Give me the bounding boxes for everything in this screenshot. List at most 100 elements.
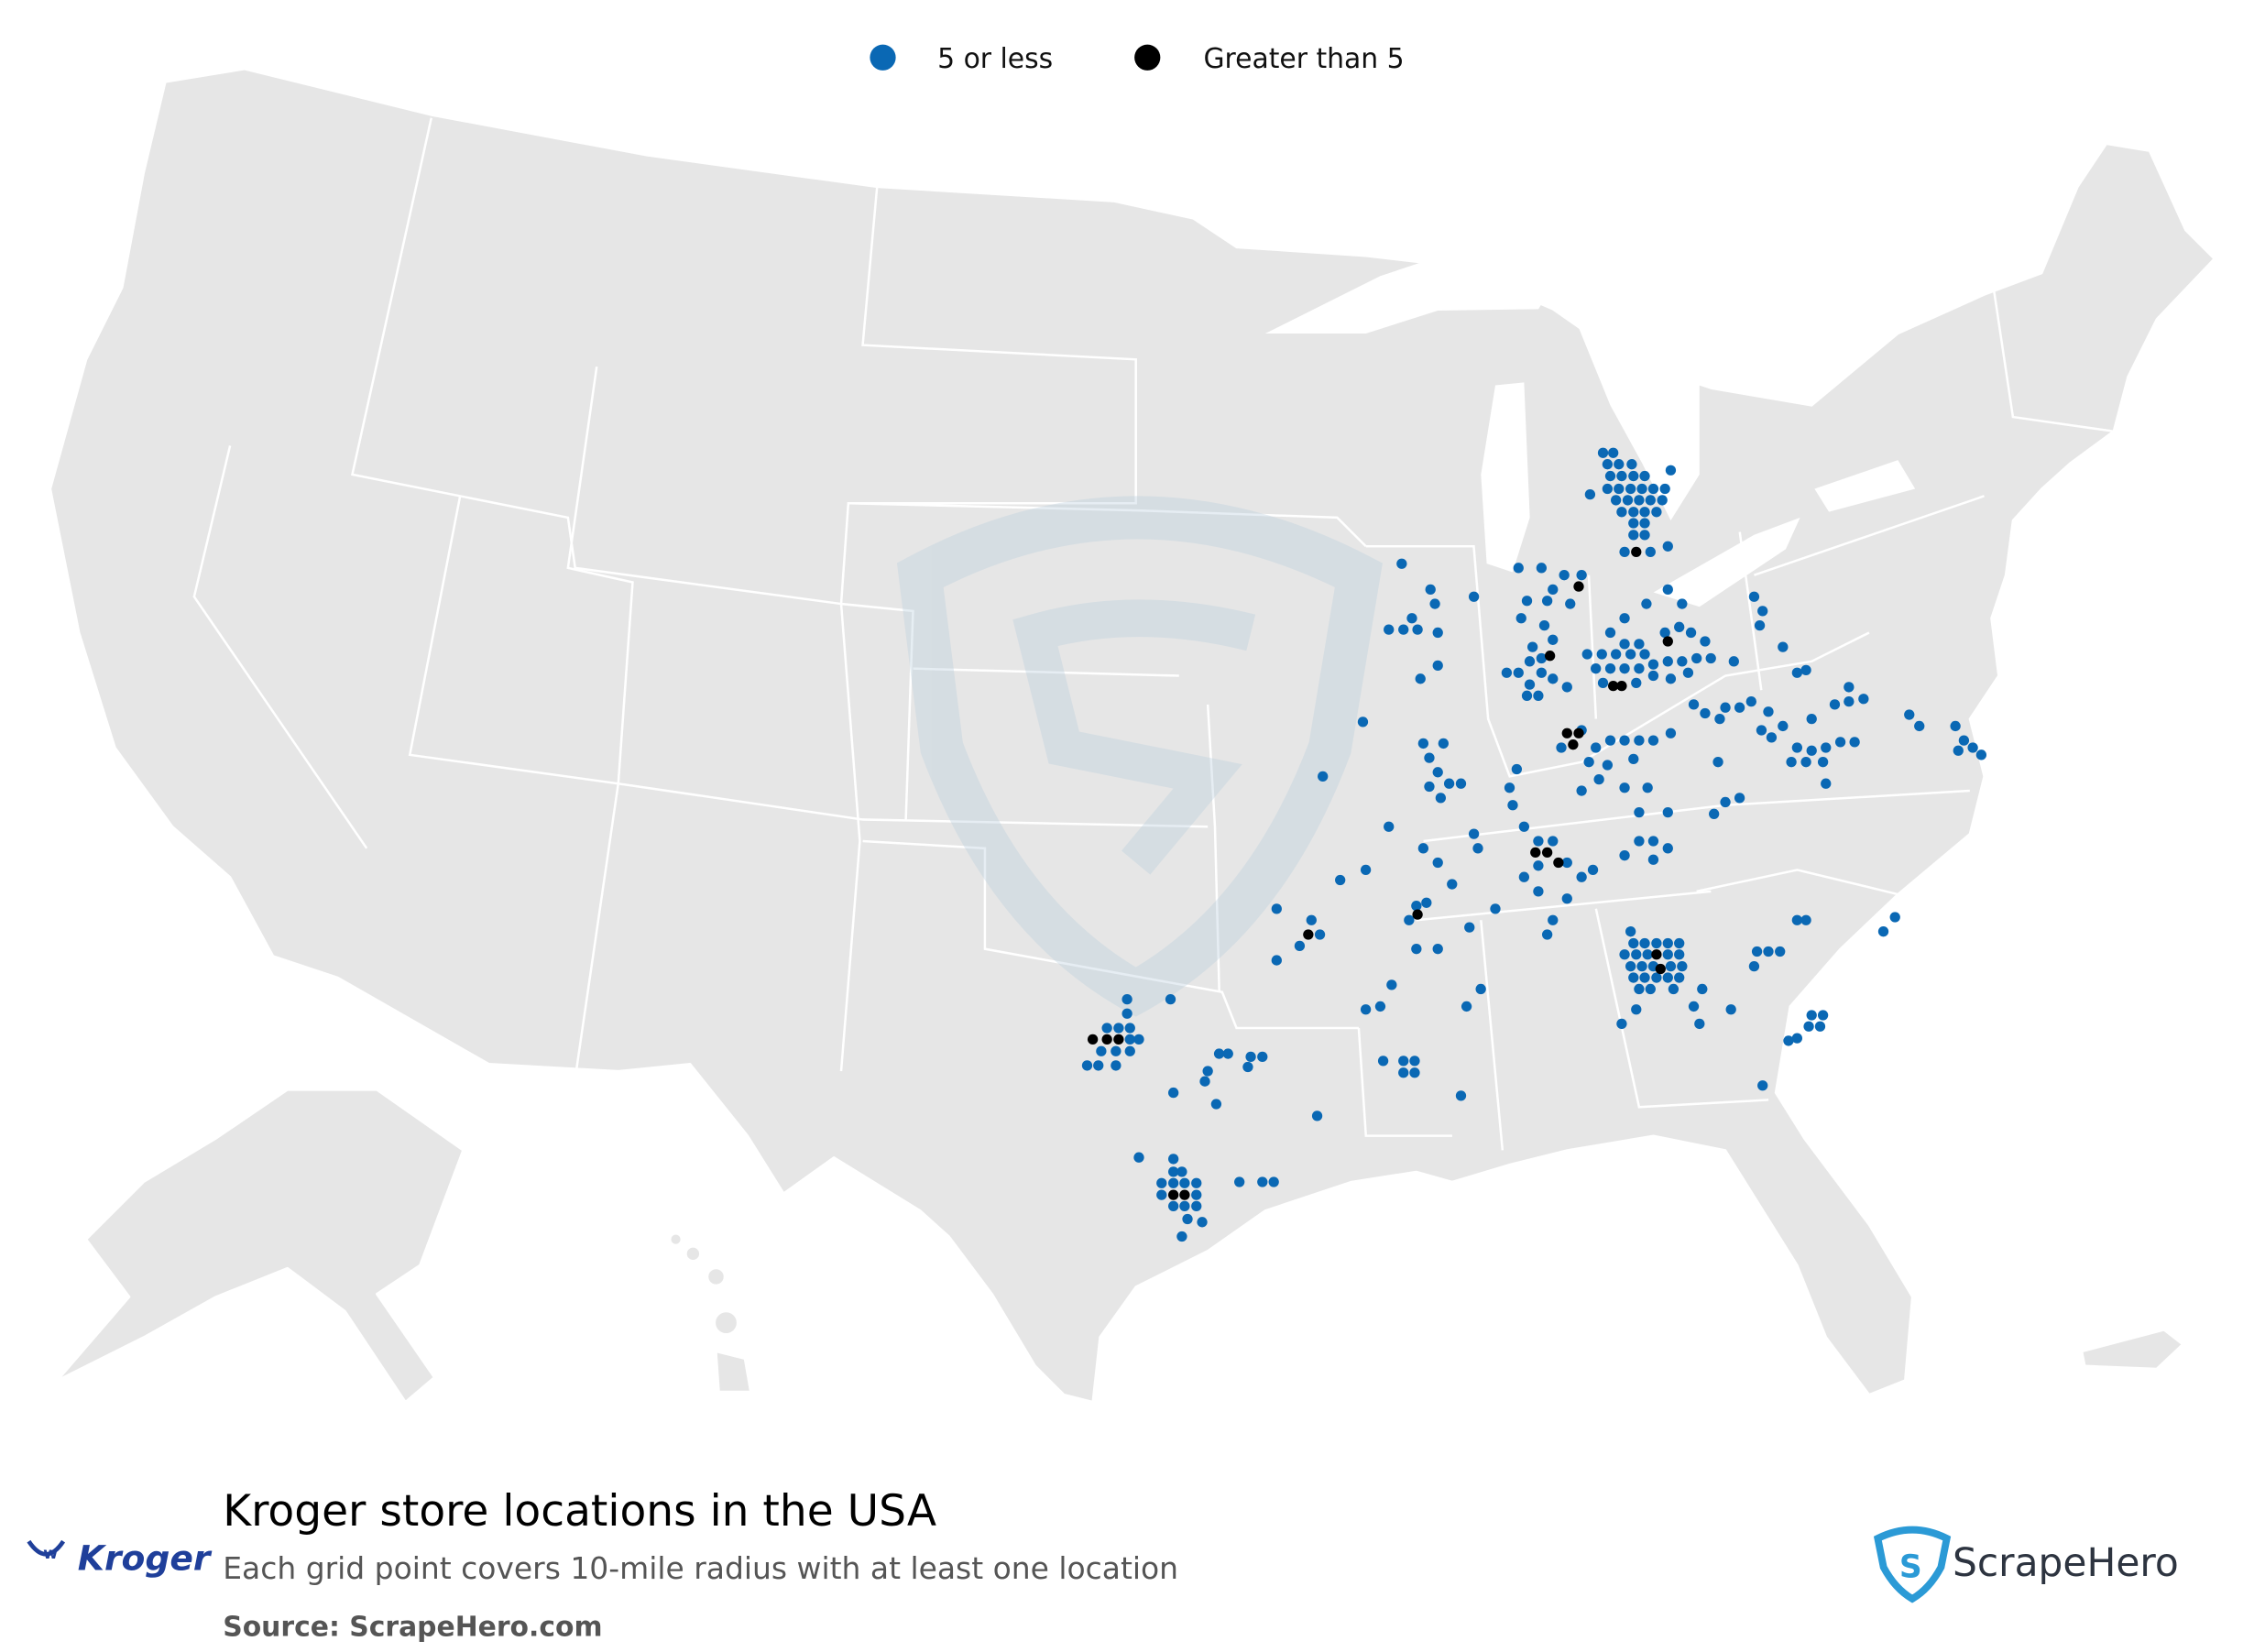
location-dot-small <box>1748 961 1760 972</box>
location-dot-large <box>1101 1034 1112 1045</box>
location-dot-small <box>1335 874 1346 886</box>
location-dot-small <box>1800 664 1811 676</box>
location-dot-small <box>1596 649 1607 660</box>
location-dot-small <box>1628 530 1639 541</box>
location-dot-small <box>1647 836 1659 847</box>
location-dot-small <box>1647 854 1659 865</box>
location-dots <box>1081 447 1987 1242</box>
location-dot-small <box>1806 745 1817 756</box>
location-dot-small <box>1222 1048 1233 1059</box>
location-dot-small <box>1176 1166 1187 1177</box>
location-dot-small <box>1234 1176 1245 1187</box>
location-dot-small <box>1311 1110 1323 1121</box>
location-dot-small <box>1725 1004 1736 1015</box>
location-dot-small <box>1665 673 1677 684</box>
location-dot-small <box>1604 663 1616 674</box>
location-dot-small <box>1271 903 1282 914</box>
location-dot-small <box>1111 1045 1122 1056</box>
location-dot-small <box>1626 459 1637 470</box>
location-dot-small <box>1720 796 1731 808</box>
location-dot-small <box>1786 757 1797 768</box>
location-dot-small <box>1306 914 1317 925</box>
location-dot-small <box>1821 778 1832 789</box>
lake-ontario <box>1814 460 1916 512</box>
scrapehero-logo: S ScrapeHero <box>1873 1526 2179 1603</box>
location-dot-small <box>1412 624 1423 635</box>
location-dot-small <box>1662 656 1673 667</box>
map-subtitle: Each grid point covers 10-mile radius wi… <box>223 1550 1178 1586</box>
location-dot-small <box>1791 667 1803 678</box>
location-dot-small <box>1548 836 1559 847</box>
location-dot-small <box>1191 1200 1202 1212</box>
location-dot-small <box>1636 483 1647 495</box>
location-dot-small <box>1662 843 1673 854</box>
location-dot-small <box>1597 677 1609 689</box>
location-dot-large <box>1631 546 1642 558</box>
location-dot-small <box>1642 949 1653 960</box>
location-dot-small <box>1625 649 1636 660</box>
location-dot-small <box>1602 483 1614 495</box>
legend: 5 or less Greater than 5 <box>870 43 1405 75</box>
svg-text:Kroger: Kroger <box>78 1538 213 1579</box>
location-dot-small <box>1766 732 1778 743</box>
location-dot-small <box>1709 808 1720 819</box>
location-dot-small <box>1647 483 1659 495</box>
location-dot-small <box>1705 652 1716 664</box>
location-dot-small <box>1294 940 1306 952</box>
location-dot-large <box>1179 1189 1190 1200</box>
location-dot-small <box>1625 961 1636 972</box>
location-dot-small <box>1501 667 1513 678</box>
location-dot-small <box>1081 1060 1093 1071</box>
location-dot-small <box>1415 673 1426 684</box>
location-dot-small <box>1398 1056 1409 1067</box>
location-dot-small <box>1619 546 1630 558</box>
location-dot-small <box>1619 782 1630 793</box>
location-dot-small <box>1417 843 1429 854</box>
us-map <box>49 68 2216 1404</box>
location-dot-small <box>1631 677 1642 689</box>
location-dot-small <box>1814 1021 1826 1032</box>
location-dot-small <box>1953 745 1964 756</box>
location-dot-small <box>1435 793 1447 804</box>
location-dot-small <box>1610 495 1622 506</box>
location-dot-small <box>1377 1056 1389 1067</box>
location-dot-small <box>1561 857 1572 869</box>
location-dot-small <box>1357 717 1369 728</box>
location-dot-small <box>1634 806 1645 818</box>
location-dot-small <box>1756 725 1767 736</box>
location-dot-small <box>1548 584 1559 596</box>
location-dot-small <box>1682 667 1694 678</box>
location-dot-small <box>1950 720 1961 732</box>
location-dot-large <box>1303 929 1314 940</box>
location-dot-small <box>1179 1200 1190 1212</box>
location-dot-small <box>1614 459 1625 470</box>
location-dot-small <box>1619 949 1630 960</box>
location-dot-small <box>1124 1023 1135 1034</box>
location-dot-small <box>1625 926 1636 937</box>
location-dot-small <box>1548 673 1559 684</box>
location-dot-small <box>1455 778 1467 789</box>
location-dot-small <box>1176 1231 1187 1242</box>
location-dot-small <box>1432 857 1443 869</box>
location-dot-small <box>1657 495 1668 506</box>
location-dot-small <box>1429 598 1440 609</box>
location-dot-small <box>1411 900 1422 912</box>
location-dot-small <box>1757 606 1768 617</box>
location-dot-small <box>1608 447 1619 458</box>
location-dot-small <box>1124 1034 1135 1045</box>
location-dot-small <box>1674 972 1685 983</box>
location-dot-small <box>1645 983 1656 995</box>
legend-marker-small <box>870 44 896 71</box>
location-dot-large <box>1412 909 1423 920</box>
location-dot-small <box>1639 937 1650 949</box>
location-dot-small <box>1700 707 1711 719</box>
location-dot-small <box>1662 949 1673 960</box>
lake-erie <box>1653 517 1800 607</box>
location-dot-small <box>1257 1176 1268 1187</box>
location-dot-small <box>1745 695 1756 707</box>
location-dot-small <box>1191 1189 1202 1200</box>
location-dot-large <box>1530 847 1541 859</box>
location-dot-small <box>1677 961 1688 972</box>
location-dot-large <box>1167 1189 1179 1200</box>
